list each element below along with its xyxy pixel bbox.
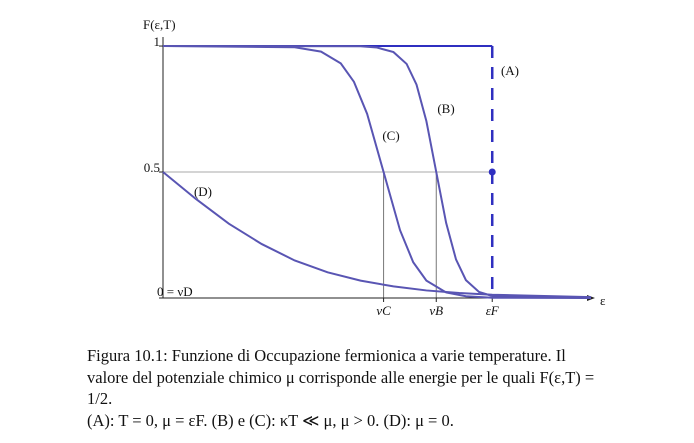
caption-line: valore del potenziale chimico μ corrispo… [87, 368, 594, 387]
curve [162, 45, 592, 299]
y-tick-label: 1 [154, 34, 161, 49]
curve [162, 171, 592, 299]
series-label: (B) [437, 101, 454, 116]
series-label: (A) [501, 63, 519, 78]
y-tick-label: 0.5 [144, 160, 160, 175]
x-axis-label: ε [600, 293, 606, 308]
y-axis-label: F(ε,T) [143, 17, 176, 32]
y-tick-label: 0 = νD [157, 284, 193, 299]
series-label: (C) [382, 128, 399, 143]
x-tick-label: εF [486, 303, 500, 318]
curve [162, 45, 592, 299]
series-label: (D) [194, 184, 212, 199]
caption-line: (A): T = 0, μ = εF. (B) e (C): κT ≪ μ, μ… [87, 411, 454, 430]
x-tick-label: νB [429, 303, 443, 318]
caption-line: Figura 10.1: Funzione di Occupazione fer… [87, 346, 566, 365]
marker-point [488, 168, 496, 176]
x-tick-label: νC [376, 303, 391, 318]
caption-line: 1/2. [87, 389, 112, 408]
